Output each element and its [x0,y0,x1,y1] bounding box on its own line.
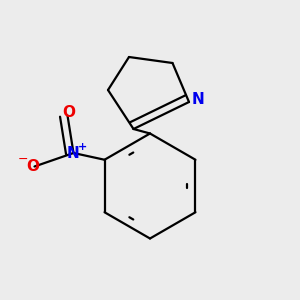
Text: −: − [18,153,28,167]
Text: N: N [67,146,80,160]
Text: +: + [78,142,87,152]
Text: O: O [62,105,75,120]
Text: O: O [26,159,40,174]
Text: N: N [192,92,204,107]
